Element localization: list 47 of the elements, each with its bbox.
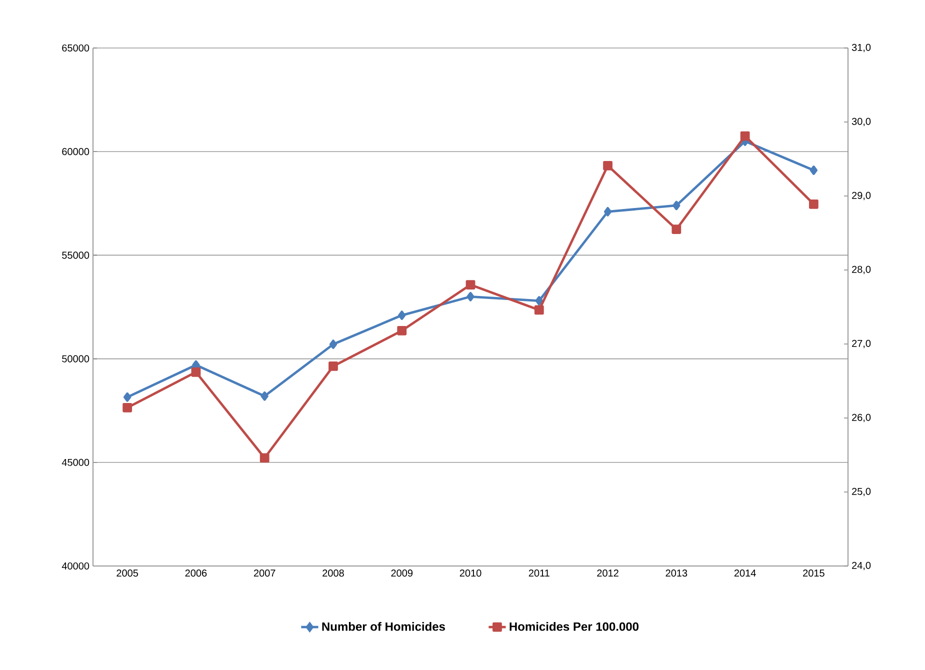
y2-tick-label: 26,0	[852, 414, 871, 422]
point	[740, 131, 750, 141]
x-tick-label: 2007	[254, 570, 276, 577]
point	[603, 160, 612, 170]
point	[260, 453, 270, 463]
point	[398, 310, 406, 320]
point	[122, 402, 132, 412]
y-tick-label: 55000	[62, 252, 90, 259]
y-tick-label: 60000	[62, 148, 90, 156]
point	[535, 296, 543, 306]
y2-tick-label: 25,0	[852, 488, 871, 496]
x-tick-label: 2014	[734, 570, 756, 577]
point	[672, 224, 682, 234]
point	[329, 340, 338, 349]
x-tick-label: 2013	[666, 570, 688, 577]
x-tick-label: 2009	[391, 570, 413, 577]
x-tick-label: 2012	[597, 570, 618, 577]
point	[808, 199, 818, 209]
y2-tick-label: 31,0	[852, 44, 871, 52]
y2-tick-label: 29,0	[852, 192, 871, 200]
x-tick-label: 2011	[528, 570, 550, 577]
x-tick-label: 2006	[185, 570, 207, 577]
x-tick-label: 2015	[803, 570, 824, 577]
point	[191, 367, 201, 377]
y2-tick-label: 24,0	[852, 562, 871, 570]
x-tick-label: 2005	[116, 570, 138, 577]
point	[466, 292, 474, 302]
legend-label: Number of Homicides	[322, 622, 445, 631]
y2-tick-label: 27,0	[852, 340, 871, 348]
x-tick-label: 2010	[460, 570, 482, 577]
point	[397, 326, 407, 336]
point	[466, 280, 476, 290]
y2-tick-label: 30,0	[852, 118, 871, 126]
y-tick-label: 50000	[62, 355, 90, 362]
y-tick-label: 65000	[62, 44, 90, 52]
point	[534, 305, 544, 315]
point	[672, 200, 680, 210]
y-tick-label: 40000	[62, 562, 90, 570]
point	[810, 166, 818, 175]
y-tick-label: 45000	[62, 458, 90, 466]
legend-label: Homicides Per 100.000	[510, 622, 639, 631]
y2-tick-label: 28,0	[852, 266, 871, 274]
point	[123, 392, 132, 402]
x-tick-label: 2008	[322, 570, 344, 577]
point	[604, 206, 612, 216]
point	[328, 362, 338, 371]
point	[260, 391, 268, 401]
